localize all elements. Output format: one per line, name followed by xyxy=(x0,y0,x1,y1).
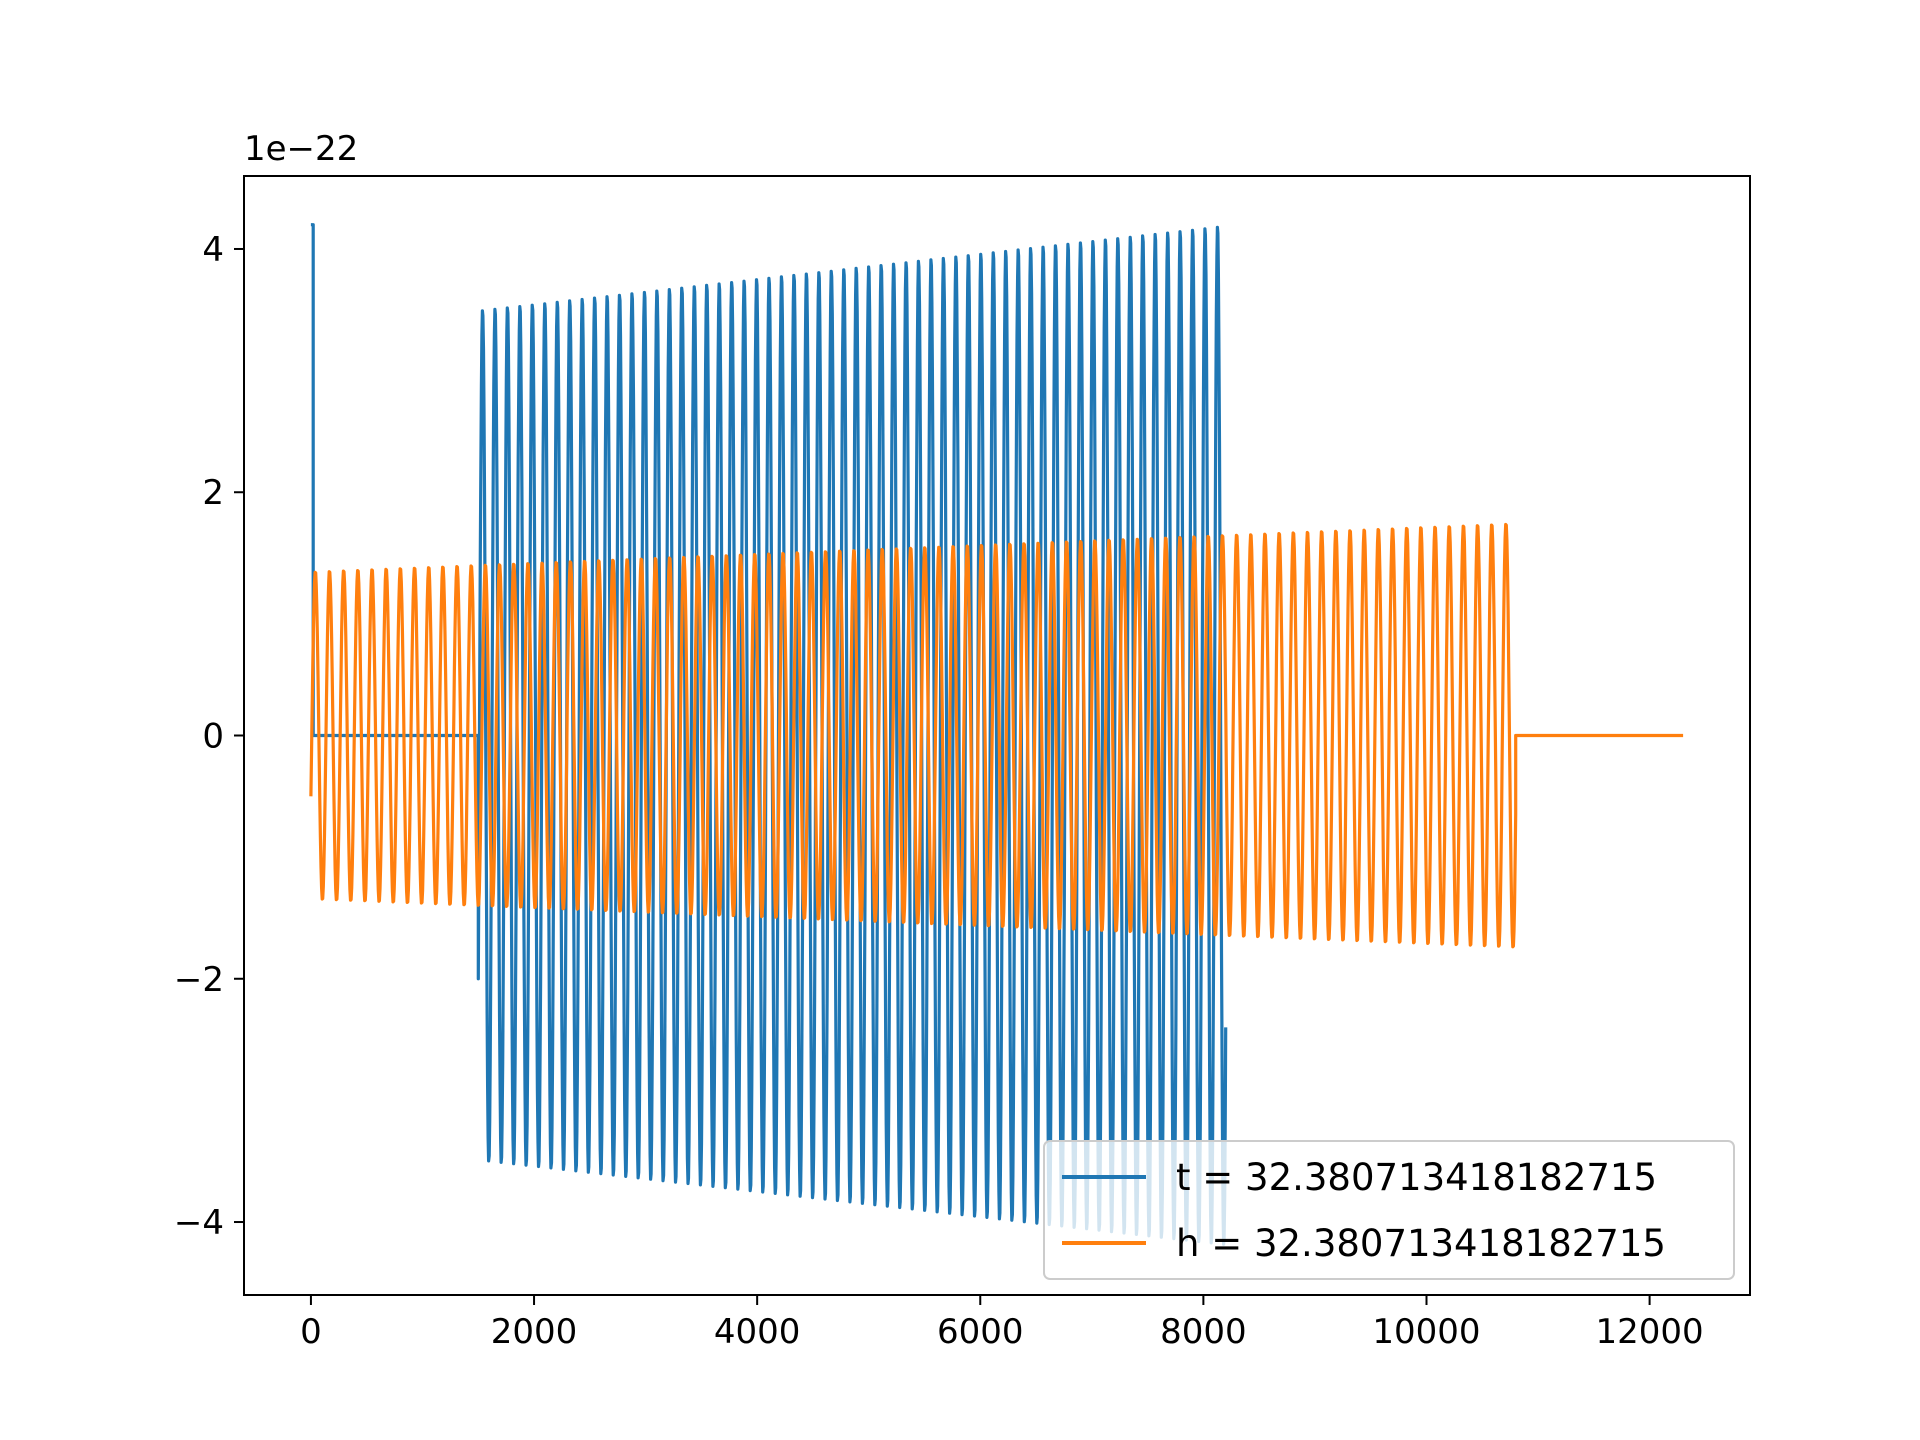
y-tick-label: 2 xyxy=(202,473,224,513)
y-tick-label: −2 xyxy=(174,960,224,1000)
x-tick-label: 12000 xyxy=(1596,1312,1704,1352)
x-tick-label: 8000 xyxy=(1160,1312,1247,1352)
x-axis: 0 2000 4000 6000 8000 10000 12000 xyxy=(300,1295,1704,1352)
y-offset-label: 1e−22 xyxy=(244,129,358,169)
x-tick-label: 2000 xyxy=(491,1312,578,1352)
legend-box xyxy=(1043,1140,1735,1280)
x-tick-label: 6000 xyxy=(937,1312,1024,1352)
y-tick-label: 4 xyxy=(202,230,224,270)
y-tick-label: −4 xyxy=(174,1203,224,1243)
x-tick-label: 0 xyxy=(300,1312,322,1352)
series-line-0 xyxy=(310,223,1228,1246)
legend-label-1: h = 32.380713418182715 xyxy=(1176,1222,1666,1265)
y-tick-label: 0 xyxy=(202,717,224,757)
legend-label-0: t = 32.380713418182715 xyxy=(1176,1156,1657,1199)
series-line-1 xyxy=(309,522,1684,949)
x-tick-label: 10000 xyxy=(1372,1312,1480,1352)
y-axis: −4 −2 0 2 4 xyxy=(174,230,244,1243)
legend: t = 32.380713418182715 h = 32.38071341818… xyxy=(1043,1140,1735,1280)
x-tick-label: 4000 xyxy=(714,1312,801,1352)
series-layer xyxy=(309,223,1684,1246)
